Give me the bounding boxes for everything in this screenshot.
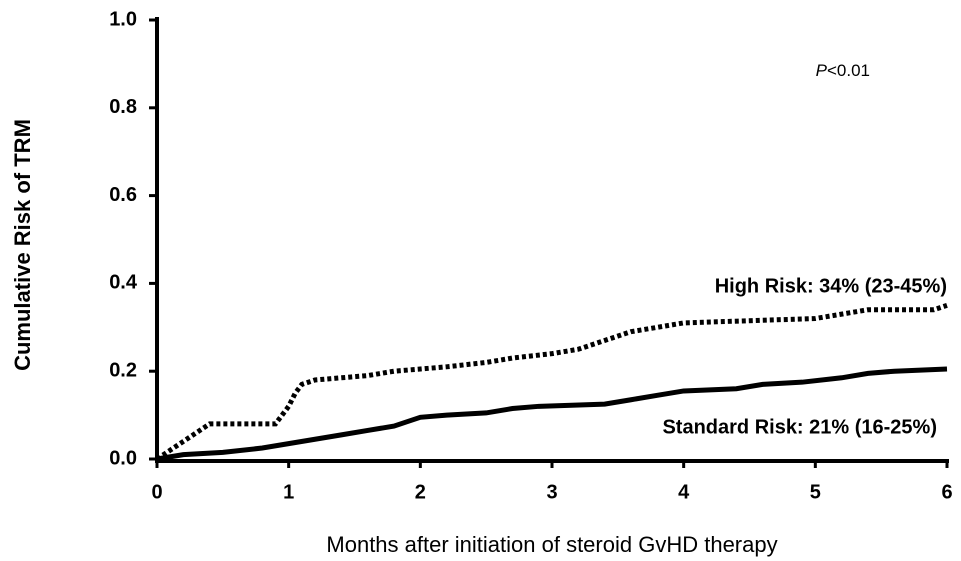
line-series [155, 302, 948, 462]
y-tick-label: 0.6 [109, 184, 137, 206]
series-label: High Risk: 34% (23-45%) [715, 275, 947, 297]
x-tick-label: 4 [678, 481, 690, 503]
p-symbol: P [816, 61, 828, 80]
x-tick-label: 3 [546, 481, 557, 503]
y-tick-label: 0.4 [109, 272, 138, 294]
x-axis-title: Months after initiation of steroid GvHD … [326, 532, 777, 557]
p-text: <0.01 [827, 61, 870, 80]
x-tick-label: 1 [283, 481, 294, 503]
x-tick-label: 5 [810, 481, 821, 503]
x-tick-label: 6 [941, 481, 952, 503]
line-series [156, 366, 948, 462]
y-tick-label: 1.0 [109, 8, 137, 30]
series-label: Standard Risk: 21% (16-25%) [662, 416, 937, 438]
y-tick-label: 0.2 [109, 359, 137, 381]
y-tick-label: 0.0 [109, 447, 137, 469]
p-value: P<0.01 [816, 61, 870, 80]
x-tick-label: 0 [151, 481, 162, 503]
y-axis-title: Cumulative Risk of TRM [10, 119, 35, 371]
x-tick-label: 2 [415, 481, 426, 503]
y-tick-label: 0.8 [109, 96, 137, 118]
